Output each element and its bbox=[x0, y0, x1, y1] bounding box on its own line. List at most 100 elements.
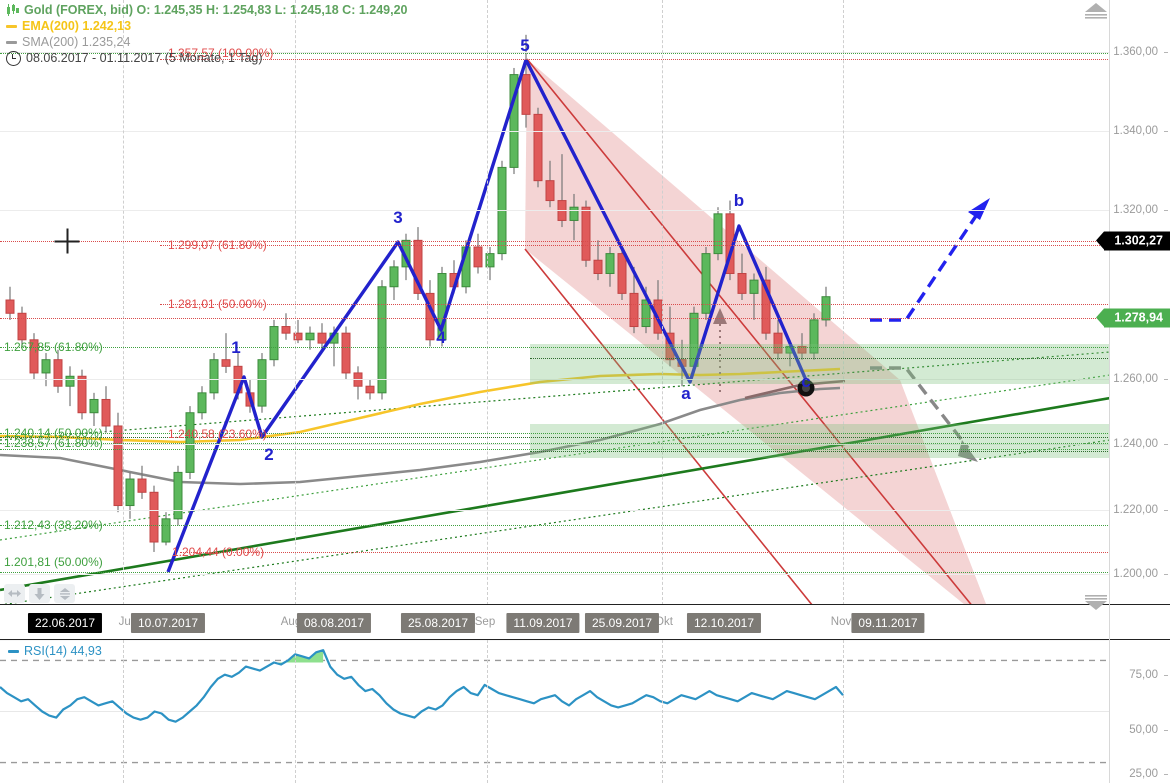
fibonacci-label: 1.240,58 (23.60%) bbox=[168, 427, 267, 441]
date-axis-label[interactable]: 25.08.2017 bbox=[400, 613, 476, 633]
candle bbox=[161, 512, 171, 546]
fibonacci-level-line bbox=[0, 241, 1110, 242]
candle bbox=[305, 326, 315, 350]
channel-upper-line bbox=[526, 58, 973, 605]
legend-range-row[interactable]: 08.06.2017 - 01.11.2017 (5 Monate, 1 Tag… bbox=[6, 50, 408, 66]
rsi-axis-label: 25,00 bbox=[1129, 768, 1158, 780]
legend-instrument-row[interactable]: Gold (FOREX, bid) O: 1.245,35 H: 1.254,8… bbox=[6, 2, 408, 18]
candle bbox=[605, 246, 615, 287]
date-axis-label[interactable]: 08.08.2017 bbox=[296, 613, 372, 633]
ema-line-swatch-icon bbox=[6, 24, 17, 28]
rsi-legend[interactable]: RSI(14) 44,93 bbox=[8, 644, 102, 658]
axis-divider bbox=[1109, 0, 1110, 783]
elliott-wave-label-1: 1 bbox=[231, 338, 241, 357]
fibonacci-level-line bbox=[160, 59, 1110, 60]
candle bbox=[749, 273, 759, 320]
legend-sma-row[interactable]: SMA(200) 1.235,24 bbox=[6, 34, 408, 50]
price-axis-tick bbox=[1164, 379, 1168, 380]
auto-scale-button[interactable] bbox=[54, 584, 75, 603]
sma-200-line bbox=[0, 386, 841, 486]
fibonacci-level-line bbox=[180, 552, 1110, 553]
date-axis-label[interactable]: 22.06.2017 bbox=[27, 613, 103, 633]
candle bbox=[533, 107, 543, 188]
date-axis-label[interactable]: 09.11.2017 bbox=[851, 613, 925, 633]
fibonacci-level-line bbox=[0, 433, 1110, 434]
candle bbox=[509, 67, 519, 175]
price-axis[interactable]: 1.360,00 1.340,00 1.320,00 1.260,00 1.240,00… bbox=[1110, 0, 1170, 605]
price-gridline bbox=[0, 444, 1110, 445]
fibonacci-level-line bbox=[0, 572, 1110, 573]
rsi-date-gridline bbox=[662, 640, 664, 783]
clock-icon bbox=[6, 50, 21, 66]
fibonacci-label: 1.212,43 (38.20%) bbox=[4, 518, 103, 532]
price-axis-label: 1.260,00 bbox=[1113, 373, 1158, 385]
date-axis-label[interactable]: 10.07.2017 bbox=[130, 613, 206, 633]
rsi-date-gridline bbox=[295, 640, 297, 783]
date-axis-label[interactable]: 12.10.2017 bbox=[686, 613, 762, 633]
candle bbox=[389, 260, 399, 301]
date-axis[interactable]: Jul Aug Sep Okt Nov 22.06.2017 10.07.2017 08.08… bbox=[0, 605, 1170, 640]
date-gridline bbox=[487, 0, 489, 605]
fibonacci-level-line bbox=[0, 525, 1110, 526]
price-pane[interactable]: 1.357,57 (100.00%) 1.299,07 (61.80%) 1.281… bbox=[0, 0, 1110, 605]
candle bbox=[197, 386, 207, 420]
candle bbox=[101, 386, 111, 433]
candle bbox=[593, 240, 603, 281]
crosshair-cursor bbox=[54, 228, 80, 254]
candle bbox=[113, 412, 123, 513]
elliott-wave-label-c: c bbox=[801, 372, 811, 391]
date-gridline bbox=[662, 0, 664, 605]
rsi-axis-tick bbox=[1164, 774, 1168, 775]
date-axis-month-label: Okt bbox=[655, 616, 673, 628]
fibonacci-label: 1.238,57 (61.80%) bbox=[4, 436, 103, 450]
candle bbox=[773, 319, 783, 360]
rsi-line bbox=[0, 649, 844, 723]
date-axis-month-label: Nov bbox=[830, 616, 852, 628]
candle bbox=[821, 286, 831, 327]
candle bbox=[737, 253, 747, 301]
price-axis-tick bbox=[1164, 210, 1168, 211]
price-axis-label: 1.200,00 bbox=[1113, 568, 1158, 580]
date-axis-label[interactable]: 11.09.2017 bbox=[506, 613, 580, 633]
candle bbox=[569, 193, 579, 241]
price-pane-divider bbox=[0, 604, 1170, 605]
date-axis-label[interactable]: 25.09.2017 bbox=[584, 613, 660, 633]
trendline-green-upper bbox=[0, 351, 1110, 441]
rsi-overbought-fill bbox=[273, 650, 324, 665]
price-gridline bbox=[0, 379, 1110, 380]
candle bbox=[473, 233, 483, 274]
fibonacci-level-line bbox=[0, 443, 1110, 444]
scale-down-button[interactable] bbox=[29, 584, 50, 603]
scale-horizontal-button[interactable] bbox=[4, 584, 25, 603]
chart-toolbar[interactable] bbox=[4, 584, 75, 603]
candle bbox=[125, 472, 135, 519]
price-gridline bbox=[0, 210, 1110, 211]
price-axis-label: 1.340,00 bbox=[1113, 125, 1158, 137]
candle bbox=[221, 333, 231, 373]
price-axis-tick bbox=[1164, 510, 1168, 511]
price-gridline bbox=[0, 131, 1110, 132]
candle bbox=[377, 280, 387, 400]
rsi-axis[interactable]: 75,00 50,00 25,00 bbox=[1110, 640, 1170, 783]
rsi-axis-label: 50,00 bbox=[1129, 724, 1158, 736]
price-axis-label: 1.360,00 bbox=[1113, 46, 1158, 58]
candle bbox=[149, 485, 159, 552]
candle bbox=[437, 266, 447, 347]
scroll-down-icon[interactable] bbox=[1084, 595, 1108, 616]
sma-line-swatch-icon bbox=[6, 40, 17, 44]
bullish-projection-arrowhead bbox=[968, 198, 990, 220]
rsi-axis-label: 75,00 bbox=[1129, 669, 1158, 681]
candle bbox=[53, 349, 63, 393]
rsi-pane[interactable] bbox=[0, 640, 1110, 783]
scroll-up-icon[interactable] bbox=[1084, 3, 1108, 24]
candle bbox=[809, 313, 819, 360]
candle bbox=[797, 333, 807, 360]
fibonacci-label: 1.299,07 (61.80%) bbox=[168, 238, 267, 252]
candle bbox=[341, 326, 351, 380]
legend-ema-row[interactable]: EMA(200) 1.242,13 bbox=[6, 18, 408, 34]
date-gridline bbox=[295, 0, 297, 605]
elliott-wave-label-2: 2 bbox=[264, 445, 274, 464]
rsi-legend-text: RSI(14) 44,93 bbox=[24, 644, 102, 658]
legend-ema-text: EMA(200) 1.242,13 bbox=[22, 19, 132, 33]
